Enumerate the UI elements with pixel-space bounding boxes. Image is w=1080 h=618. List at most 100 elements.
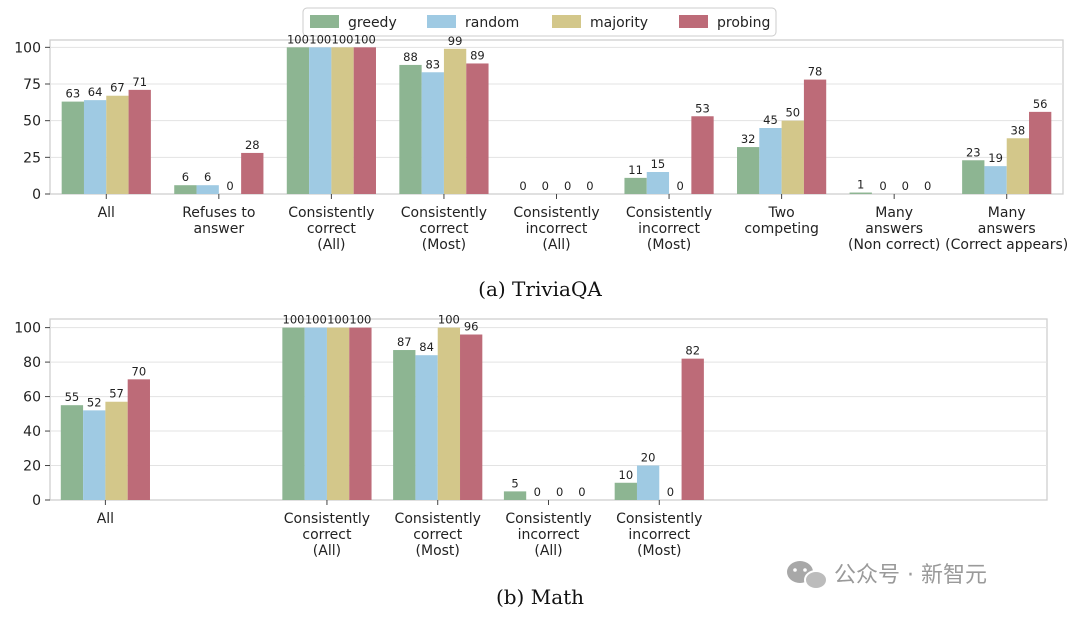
wechat-icon [787,561,828,590]
y-tick-label: 0 [32,187,41,203]
x-tick-label: correct [307,221,357,237]
x-tick-label: All [98,205,115,221]
bar-probing [127,379,150,500]
y-tick-label: 100 [14,40,41,56]
y-tick-label: 75 [23,77,41,93]
bar-probing [460,334,483,500]
x-tick-label: (Correct appears) [945,237,1068,253]
bar-random [196,185,219,194]
y-tick-label: 60 [23,390,41,406]
x-tick-label: (All) [542,237,570,253]
data-label: 78 [808,65,823,79]
bar-greedy [962,160,985,194]
data-label: 100 [305,313,327,327]
x-tick-label: answer [194,221,245,237]
data-label: 70 [132,364,147,378]
data-label: 84 [419,340,434,354]
data-label: 0 [564,179,571,193]
plot-area [49,318,1048,501]
legend-label-probing: probing [717,15,770,31]
legend-label-majority: majority [590,15,648,31]
x-tick-label: Consistently [616,511,702,527]
bar-greedy [282,327,305,500]
x-tick-label: incorrect [638,221,700,237]
y-tick-label: 80 [23,355,41,371]
data-label: 53 [695,101,710,115]
bar-random [309,47,332,195]
data-label: 82 [685,344,700,358]
bar-greedy [61,101,84,194]
bar-majority [326,327,350,500]
x-tick-label: incorrect [526,221,588,237]
bar-probing [353,47,376,195]
x-tick-label: Many [875,205,913,221]
data-label: 87 [397,335,412,349]
data-label: 88 [403,50,418,64]
data-label: 19 [988,151,1003,165]
bar-majority [331,47,354,195]
y-tick-label: 100 [14,321,41,337]
x-tick-label: (All) [317,237,345,253]
x-tick-label: Consistently [505,511,591,527]
legend-label-random: random [465,15,519,31]
data-label: 99 [448,34,463,48]
y-tick-label: 20 [23,459,41,475]
bar-random [415,355,438,500]
data-label: 32 [741,132,756,146]
bar-greedy [614,482,637,500]
data-label: 0 [534,485,541,499]
x-tick-label: (All) [313,543,341,559]
x-tick-label: Many [988,205,1026,221]
bar-majority [106,95,129,194]
legend-swatch-majority [552,15,581,28]
bar-majority [437,327,461,500]
x-tick-label: Consistently [284,511,370,527]
legend-swatch-probing [679,15,708,28]
x-tick-label: Consistently [395,511,481,527]
x-tick-label: (Most) [637,543,681,559]
data-label: 64 [88,85,103,99]
data-label: 100 [332,32,354,46]
data-label: 0 [924,179,931,193]
legend-swatch-random [427,15,456,28]
legend-frame [302,7,777,37]
x-tick-label: Consistently [401,205,487,221]
bar-random [83,100,107,194]
data-label: 100 [309,32,331,46]
bar-majority [1006,138,1030,194]
bar-greedy [174,185,197,194]
data-label: 100 [287,32,309,46]
data-label: 45 [763,113,778,127]
caption-triviaqa: (a) TriviaQA [478,277,602,301]
data-label: 0 [902,179,909,193]
bar-probing [691,116,714,194]
bar-greedy [849,192,872,194]
x-tick-label: (Non correct) [848,237,940,253]
data-label: 0 [677,179,684,193]
data-label: 20 [641,451,656,465]
caption-math: (b) Math [496,585,584,609]
bar-greedy [503,491,527,500]
data-label: 28 [245,138,260,152]
data-label: 10 [619,468,634,482]
x-tick-label: Consistently [626,205,712,221]
data-label: 0 [556,485,563,499]
data-label: 67 [110,81,125,95]
bar-random [636,465,660,500]
data-label: 11 [628,163,643,177]
data-label: 23 [966,145,981,159]
data-label: 6 [182,170,189,184]
bar-majority [443,48,467,194]
bar-random [646,172,670,194]
data-label: 50 [785,106,800,120]
data-label: 38 [1011,123,1026,137]
data-label: 0 [879,179,886,193]
plot-area [49,39,1064,195]
x-tick-label: correct [302,527,352,543]
x-tick-label: answers [978,221,1036,237]
data-label: 55 [65,390,80,404]
x-tick-label: competing [744,221,819,237]
x-tick-label: incorrect [628,527,690,543]
